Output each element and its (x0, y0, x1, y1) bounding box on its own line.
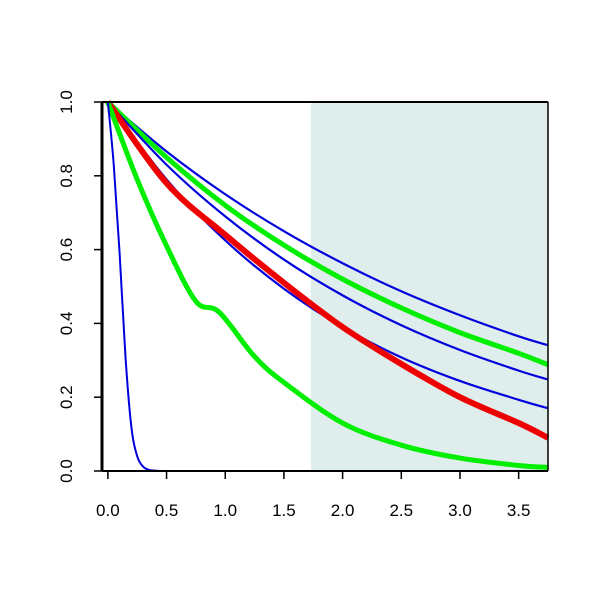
x-tick-label: 2.0 (331, 501, 355, 520)
y-tick-label: 0.4 (57, 312, 76, 336)
x-tick-label: 0.5 (155, 501, 179, 520)
x-tick-label: 0.0 (96, 501, 120, 520)
y-tick-label: 0.8 (57, 164, 76, 188)
y-tick-label: 0.2 (57, 385, 76, 409)
shaded-region (310, 102, 548, 471)
series-line-2 (106, 100, 549, 368)
x-tick-label: 3.0 (448, 501, 472, 520)
y-tick-label: 0.6 (57, 238, 76, 262)
x-tick-label: 3.5 (507, 501, 531, 520)
axis-layer: 0.0 0.5 1.0 1.5 2.0 2.5 3.0 3.5 0.0 0.2 0.4 0.6 0.8 1… (57, 90, 549, 520)
y-tick-label: 1.0 (57, 90, 76, 114)
x-tick-label: 1.5 (272, 501, 296, 520)
series-line-1 (107, 101, 549, 347)
x-tick-label: 2.5 (389, 501, 413, 520)
series-line-5 (105, 100, 550, 441)
x-tick-label: 1.0 (213, 501, 237, 520)
series-line-3 (107, 101, 549, 381)
series-line-6 (105, 101, 549, 470)
y-tick-label: 0.0 (57, 459, 76, 483)
